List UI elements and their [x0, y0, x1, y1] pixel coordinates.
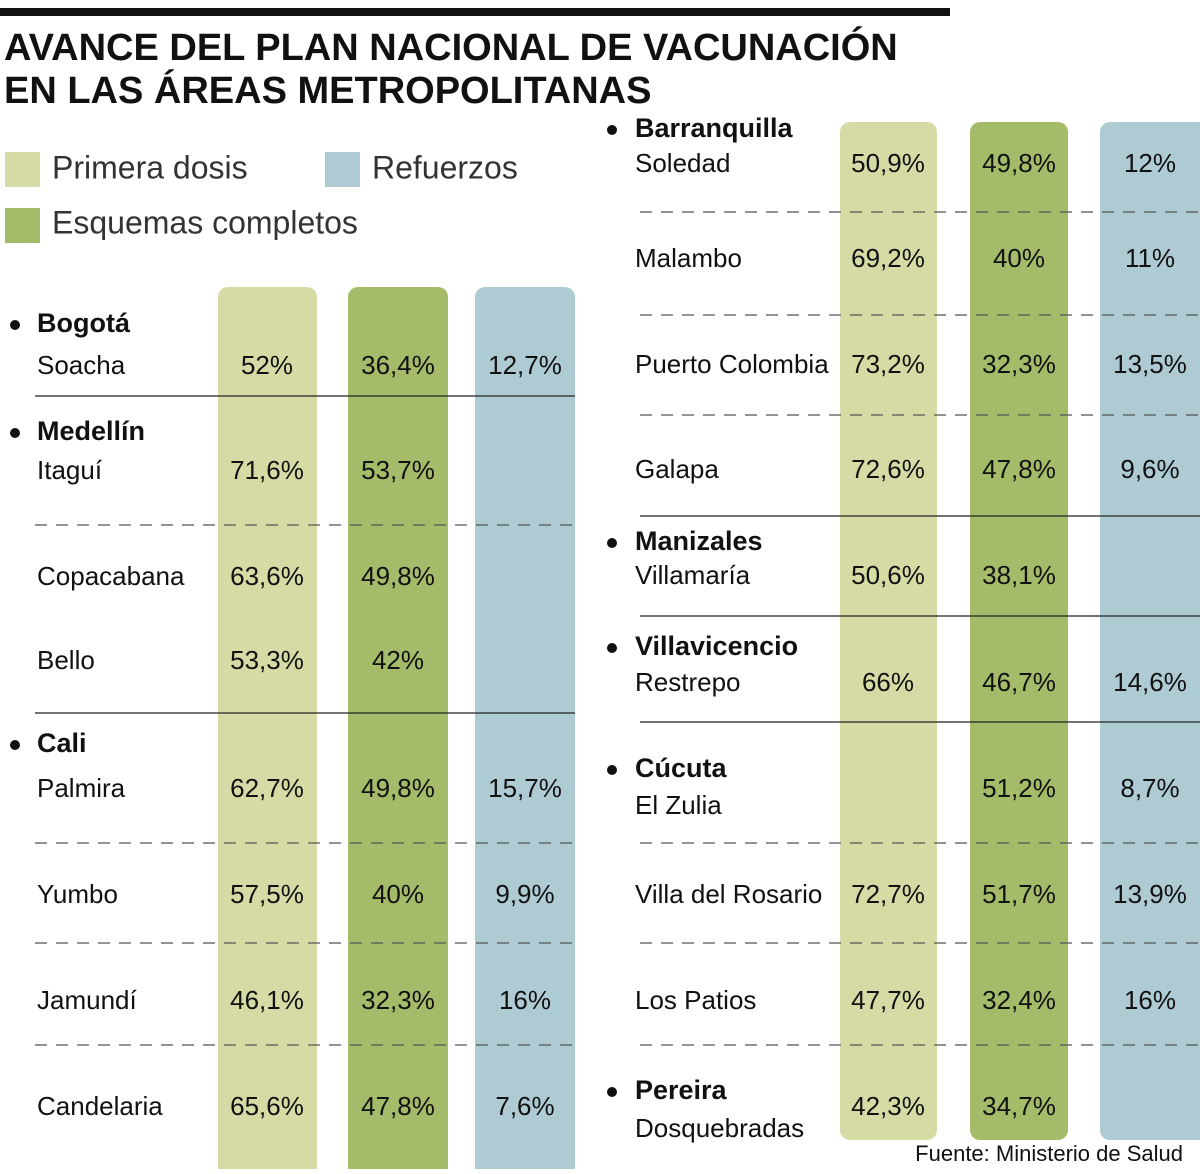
value-cell: 47,8%	[361, 1091, 435, 1121]
bullet	[10, 428, 20, 438]
municipality-name: Villa del Rosario	[635, 879, 822, 909]
bullet	[607, 1087, 617, 1097]
value-cell: 66%	[862, 667, 914, 697]
value-cell: 12%	[1124, 148, 1176, 178]
value-cell: 72,6%	[851, 454, 925, 484]
legend-label: Esquemas completos	[52, 204, 358, 240]
value-cell: 62,7%	[230, 773, 304, 803]
legend-swatch	[5, 152, 40, 187]
value-cell: 42%	[372, 645, 424, 675]
bullet	[607, 643, 617, 653]
bullet	[10, 320, 20, 330]
municipality-name: Jamundí	[37, 985, 137, 1015]
value-cell: 71,6%	[230, 455, 304, 485]
municipality-name: Dosquebradas	[635, 1113, 804, 1143]
column-bg	[348, 287, 448, 1174]
bullet	[607, 538, 617, 548]
bullet	[607, 765, 617, 775]
value-cell: 72,7%	[851, 879, 925, 909]
value-cell: 47,7%	[851, 985, 925, 1015]
value-cell: 32,3%	[982, 349, 1056, 379]
value-cell: 16%	[499, 985, 551, 1015]
value-cell: 52%	[241, 350, 293, 380]
city-name: Barranquilla	[635, 113, 794, 143]
legend-swatch	[5, 208, 40, 243]
city-name: Pereira	[635, 1075, 728, 1105]
value-cell: 40%	[372, 879, 424, 909]
municipality-name: Bello	[37, 645, 95, 675]
value-cell: 13,9%	[1113, 879, 1187, 909]
column-bg	[218, 287, 317, 1174]
value-cell: 49,8%	[982, 148, 1056, 178]
municipality-name: Yumbo	[37, 879, 118, 909]
value-cell: 12,7%	[488, 350, 562, 380]
value-cell: 13,5%	[1113, 349, 1187, 379]
municipality-name: Los Patios	[635, 985, 756, 1015]
value-cell: 36,4%	[361, 350, 435, 380]
city-name: Cúcuta	[635, 753, 727, 783]
value-cell: 51,2%	[982, 773, 1056, 803]
legend-label: Primera dosis	[52, 149, 248, 185]
value-cell: 53,7%	[361, 455, 435, 485]
value-cell: 40%	[993, 243, 1045, 273]
value-cell: 15,7%	[488, 773, 562, 803]
value-cell: 42,3%	[851, 1091, 925, 1121]
value-cell: 69,2%	[851, 243, 925, 273]
value-cell: 51,7%	[982, 879, 1056, 909]
municipality-name: Candelaria	[37, 1091, 163, 1121]
value-cell: 53,3%	[230, 645, 304, 675]
municipality-name: Copacabana	[37, 561, 185, 591]
value-cell: 49,8%	[361, 561, 435, 591]
value-cell: 9,9%	[495, 879, 554, 909]
value-cell: 46,1%	[230, 985, 304, 1015]
city-name: Villavicencio	[635, 631, 798, 661]
value-cell: 14,6%	[1113, 667, 1187, 697]
municipality-name: Villamaría	[635, 560, 751, 590]
city-name: Bogotá	[37, 308, 131, 338]
value-cell: 11%	[1125, 243, 1175, 273]
value-cell: 57,5%	[230, 879, 304, 909]
municipality-name: Soledad	[635, 148, 730, 178]
municipality-name: Puerto Colombia	[635, 349, 829, 379]
source: Fuente: Ministerio de Salud	[915, 1141, 1183, 1166]
city-name: Medellín	[37, 416, 145, 446]
column-bg	[840, 122, 937, 1140]
municipality-name: Malambo	[635, 243, 742, 273]
value-cell: 16%	[1124, 985, 1176, 1015]
municipality-name: Itaguí	[37, 455, 103, 485]
value-cell: 73,2%	[851, 349, 925, 379]
bullet	[10, 740, 20, 750]
value-cell: 50,6%	[851, 560, 925, 590]
value-cell: 9,6%	[1120, 454, 1179, 484]
value-cell: 47,8%	[982, 454, 1056, 484]
value-cell: 7,6%	[495, 1091, 554, 1121]
municipality-name: Restrepo	[635, 667, 741, 697]
city-name: Cali	[37, 728, 87, 758]
value-cell: 32,4%	[982, 985, 1056, 1015]
legend-label: Refuerzos	[372, 149, 518, 185]
municipality-name: El Zulia	[635, 790, 722, 820]
value-cell: 32,3%	[361, 985, 435, 1015]
municipality-name: Galapa	[635, 454, 719, 484]
municipality-name: Palmira	[37, 773, 126, 803]
column-bg	[970, 122, 1068, 1140]
value-cell: 8,7%	[1120, 773, 1179, 803]
title-line: AVANCE DEL PLAN NACIONAL DE VACUNACIÓN	[4, 25, 898, 69]
bullet	[607, 125, 617, 135]
value-cell: 65,6%	[230, 1091, 304, 1121]
top-bar	[0, 8, 950, 16]
value-cell: 49,8%	[361, 773, 435, 803]
value-cell: 34,7%	[982, 1091, 1056, 1121]
column-bg	[475, 287, 575, 1174]
value-cell: 50,9%	[851, 148, 925, 178]
column-bg	[1100, 122, 1200, 1140]
value-cell: 38,1%	[982, 560, 1056, 590]
city-name: Manizales	[635, 526, 763, 556]
municipality-name: Soacha	[37, 350, 126, 380]
title-line: EN LAS ÁREAS METROPOLITANAS	[4, 68, 651, 112]
value-cell: 63,6%	[230, 561, 304, 591]
legend-swatch	[325, 152, 360, 187]
value-cell: 46,7%	[982, 667, 1056, 697]
